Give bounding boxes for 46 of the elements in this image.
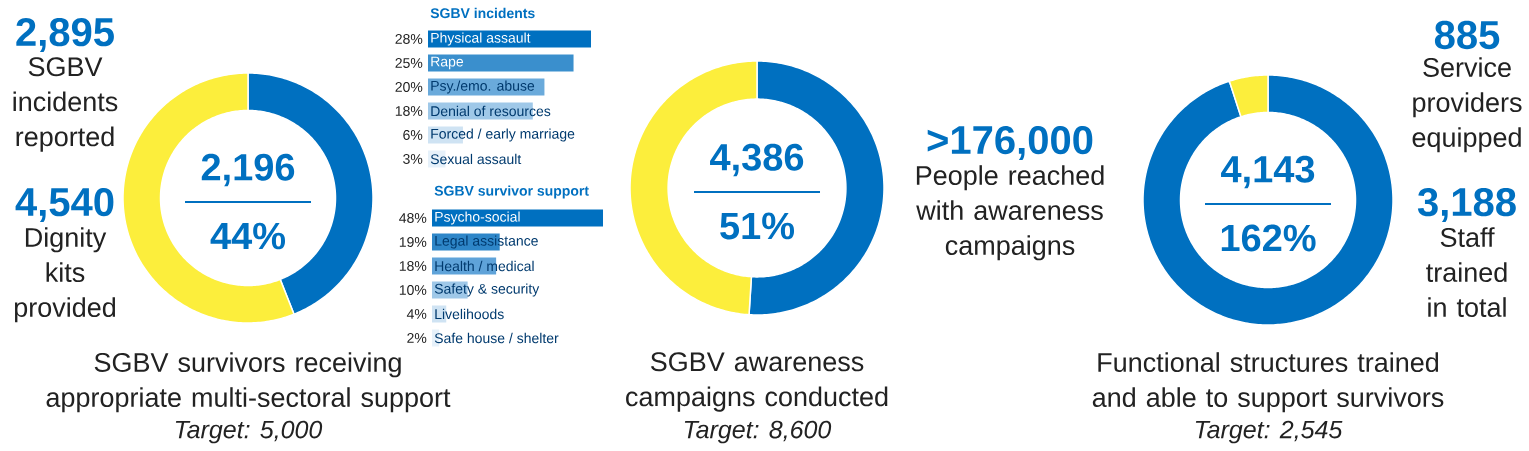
text: Target: 8,600 [684, 420, 832, 444]
y-tick-label: Rape [431, 56, 464, 70]
data-label: 48% [399, 213, 427, 223]
bar [428, 54, 574, 72]
data-label: 10% [399, 285, 427, 295]
text: 885 [1434, 20, 1500, 50]
text: People reached with awareness campaigns [916, 165, 1104, 261]
text: Target: 2,545 [1195, 420, 1343, 444]
text: Dignity kits provided [14, 227, 116, 323]
chart-title: SGBV survivor support [434, 185, 589, 199]
data-label: 28% [395, 34, 423, 44]
data-label: 4% [406, 309, 427, 319]
y-tick-label: Sexual assault [430, 153, 522, 165]
text: 4,540 [15, 187, 114, 223]
y-tick-label: Livelihoods [435, 308, 504, 320]
data-label: 19% [399, 237, 427, 247]
text: SGBV awareness campaigns conducted [626, 352, 888, 412]
text: Target: 5,000 [175, 420, 323, 444]
text: 2,196 [201, 153, 295, 187]
data-label: 6% [403, 130, 423, 140]
y-tick-label: Physical assault [431, 32, 531, 46]
text: >176,000 [927, 125, 1093, 161]
text: 3,188 [1417, 187, 1516, 223]
data-label: 18% [399, 261, 427, 271]
data-label: 18% [395, 106, 423, 116]
text: SGBV incidents reported [13, 57, 118, 152]
data-label: 2% [407, 333, 427, 343]
text: 44% [210, 222, 286, 250]
y-tick-label: Safe house / shelter [434, 332, 559, 344]
text: 4,143 [1221, 155, 1315, 189]
text: SGBV survivors receiving appropriate multi-sectoral support [46, 352, 451, 413]
data-label: 3% [403, 154, 423, 164]
text: 51% [720, 212, 795, 240]
y-tick-label: Psy./emo. abuse [431, 80, 535, 94]
chart-title: SGBV incidents [430, 7, 535, 19]
text: Staff trained in total [1426, 227, 1507, 317]
text: Functional structures trained and able to support survivors [1092, 352, 1444, 413]
y-tick-label: Forced / early marriage [431, 128, 575, 142]
bar [432, 209, 604, 227]
text: 4,386 [710, 143, 804, 177]
text: 2,895 [16, 17, 114, 53]
text: Service providers equipped [1412, 57, 1522, 153]
data-label: 20% [395, 82, 423, 92]
y-tick-label: Psycho-social [435, 211, 520, 225]
data-label: 25% [395, 58, 423, 68]
text: 162% [1221, 224, 1316, 252]
